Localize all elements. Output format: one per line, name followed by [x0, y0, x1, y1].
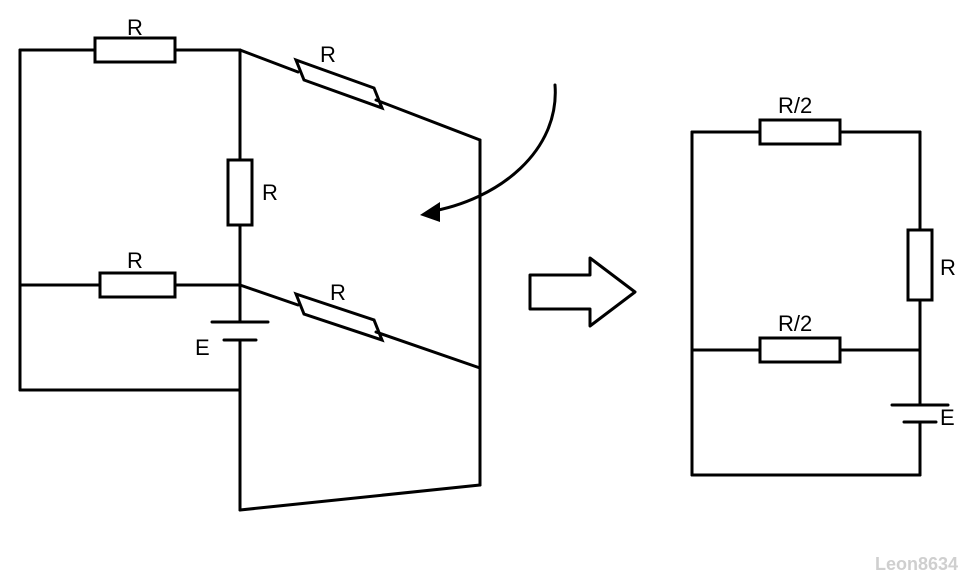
resistor-r4 [100, 273, 175, 297]
circuit-diagram-canvas: R R R E R [0, 0, 973, 585]
label-e-left: E [195, 335, 210, 360]
label-e-right: E [940, 405, 955, 430]
resistor-rhalf-top [760, 120, 840, 144]
fold-arrow [420, 85, 555, 222]
battery-left [212, 322, 268, 340]
label-r-half-top: R/2 [778, 93, 812, 118]
transform-arrow [530, 258, 635, 326]
label-r-mid-right: R [330, 280, 346, 305]
resistor-r-right [908, 230, 932, 300]
watermark: Leon8634 [875, 554, 958, 574]
label-r-half-mid: R/2 [778, 311, 812, 336]
label-r-right: R [940, 255, 956, 280]
label-r-top-right: R [320, 42, 336, 67]
label-r-mid-left: R [127, 248, 143, 273]
label-r-top-left: R [127, 15, 143, 40]
resistor-rhalf-mid [760, 338, 840, 362]
label-r-mid-vertical: R [262, 180, 278, 205]
left-circuit: R R R E R [20, 15, 480, 510]
resistor-r3 [228, 160, 252, 225]
resistor-r1 [95, 38, 175, 62]
right-circuit: R/2 R R/2 E [692, 93, 956, 475]
resistor-r2 [296, 60, 382, 108]
